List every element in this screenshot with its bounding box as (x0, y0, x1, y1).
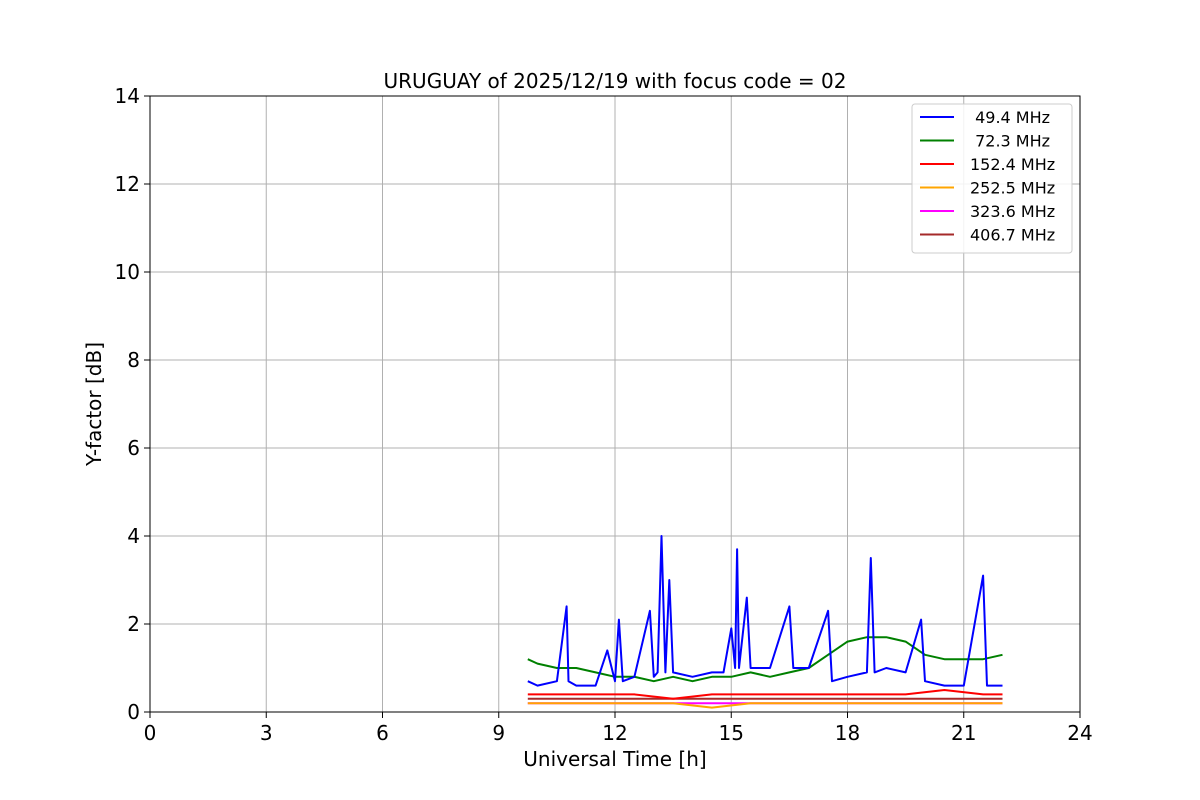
y-axis-ticks: 0 2 4 6 8 10 12 14 (115, 84, 150, 724)
x-axis-ticks: 0 3 6 9 12 15 18 21 24 (144, 712, 1093, 745)
y-tick-label: 4 (127, 524, 140, 548)
x-tick-label: 21 (951, 721, 976, 745)
series-line-252-5-mhz (527, 702, 1003, 709)
y-axis-label: Y-factor [dB] (82, 342, 106, 467)
x-tick-label: 15 (719, 721, 744, 745)
y-tick-label: 2 (127, 612, 140, 636)
legend-label: 152.4 MHz (970, 155, 1055, 174)
x-tick-label: 18 (835, 721, 860, 745)
x-axis-label: Universal Time [h] (523, 747, 706, 771)
y-tick-label: 10 (115, 260, 140, 284)
legend-label: 72.3 MHz (970, 132, 1050, 151)
legend-label: 252.5 MHz (970, 179, 1055, 198)
x-tick-label: 12 (602, 721, 627, 745)
y-tick-label: 12 (115, 172, 140, 196)
legend-label: 323.6 MHz (970, 202, 1055, 221)
series-line-152-4-mhz (527, 689, 1003, 700)
x-tick-label: 6 (376, 721, 389, 745)
x-tick-label: 24 (1067, 721, 1092, 745)
series-lines (527, 535, 1003, 709)
legend-label: 49.4 MHz (970, 108, 1050, 127)
y-tick-label: 14 (115, 84, 140, 108)
x-tick-label: 0 (144, 721, 157, 745)
chart-title: URUGUAY of 2025/12/19 with focus code = … (384, 69, 847, 93)
x-tick-label: 3 (260, 721, 273, 745)
legend: 49.4 MHz 72.3 MHz 152.4 MHz 252.5 MHz 323.6… (911, 103, 1073, 254)
series-line-49-4-mhz (527, 535, 1003, 687)
y-tick-label: 6 (127, 436, 140, 460)
y-tick-label: 8 (127, 348, 140, 372)
legend-label: 406.7 MHz (970, 226, 1055, 245)
x-tick-label: 9 (492, 721, 505, 745)
y-tick-label: 0 (127, 700, 140, 724)
